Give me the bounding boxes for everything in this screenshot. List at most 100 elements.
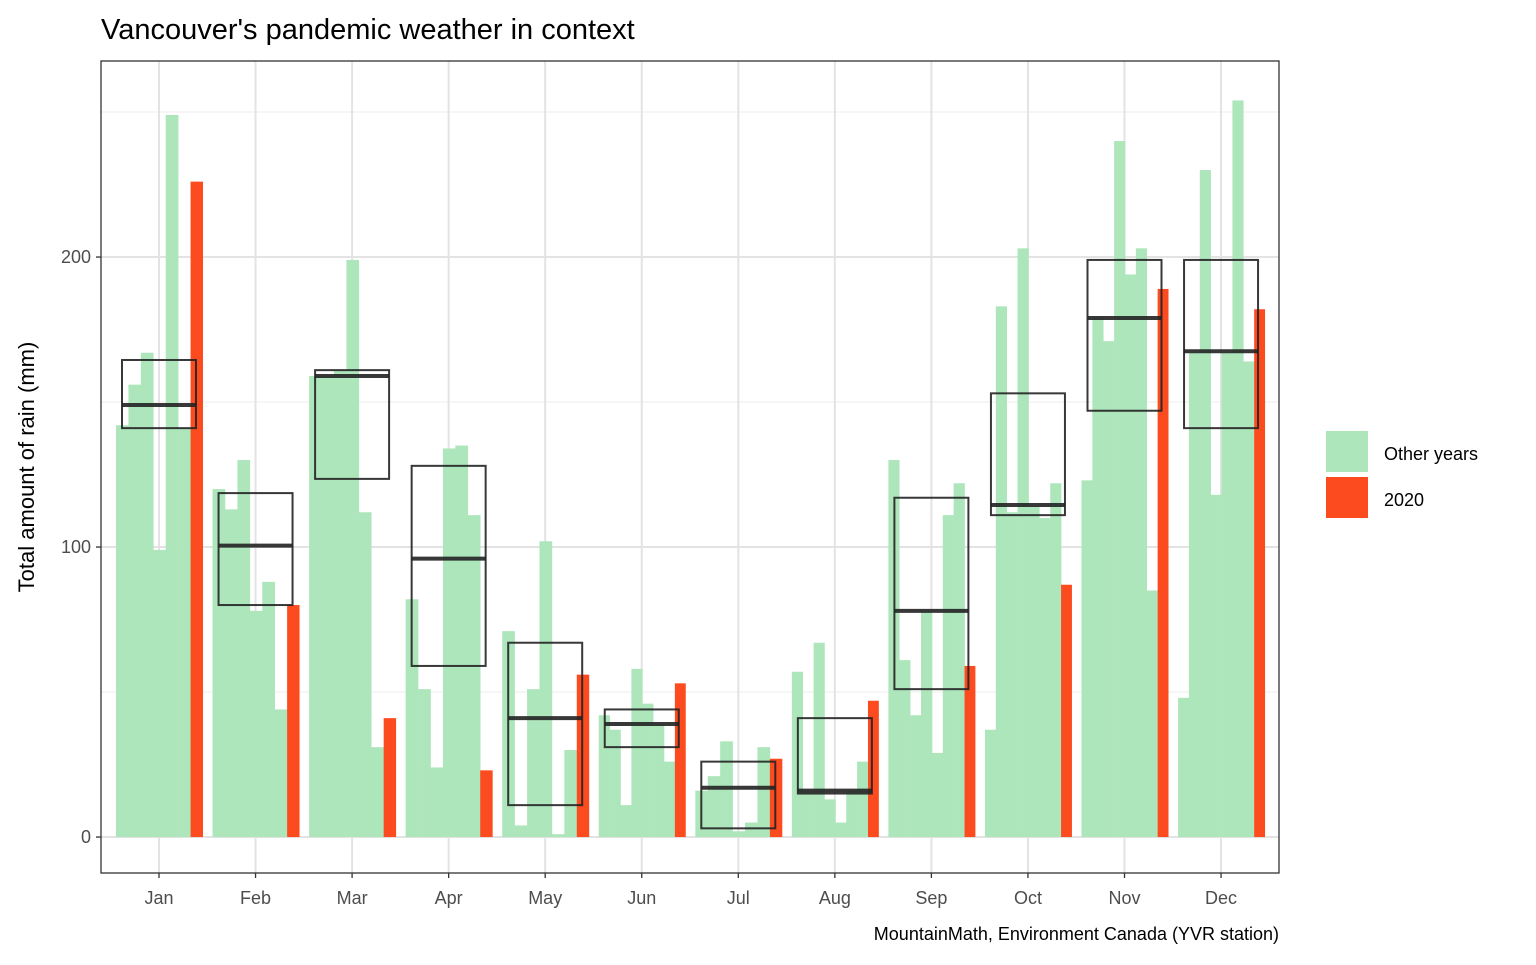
bar-other-year-feb (212, 489, 226, 838)
bar-other-year-may (539, 541, 553, 838)
bar-2020-mar (383, 718, 397, 838)
bar-2020-jun (674, 683, 686, 838)
bar-other-year-aug (802, 790, 814, 838)
bar-2020-nov (1157, 288, 1169, 838)
bar-other-year-apr (467, 515, 481, 838)
iqr-box-sep (893, 496, 970, 691)
bar-other-year-nov (1081, 480, 1093, 838)
iqr-box-oct (989, 392, 1066, 517)
iqr-box-mar (314, 369, 391, 480)
bar-2020-oct (1061, 584, 1072, 838)
bar-other-year-jan (140, 352, 154, 838)
bar-other-year-sep (942, 515, 954, 838)
bar-other-year-feb (249, 610, 263, 838)
bar-other-year-sep (910, 715, 922, 838)
x-tick-label: May (528, 888, 562, 908)
x-tick-label: Jan (144, 888, 173, 908)
bar-other-year-jun (642, 703, 654, 838)
bar-other-year-jan (165, 114, 179, 838)
y-axis-title: Total amount of rain (mm) (14, 342, 39, 593)
bar-other-year-jan (178, 428, 191, 838)
bar-2020-apr (480, 770, 493, 838)
bar-other-year-apr (442, 448, 456, 838)
bar-other-year-jun (664, 761, 676, 838)
bar-other-year-jun (653, 723, 665, 838)
bar-other-year-apr (418, 689, 431, 838)
bar-other-year-aug (835, 822, 847, 838)
bar-other-year-oct (1028, 506, 1040, 838)
y-tick-label: 100 (61, 537, 91, 557)
bar-other-year-jan (153, 549, 167, 838)
bar-other-year-jun (620, 805, 632, 838)
bar-other-year-aug (846, 790, 858, 838)
bar-other-year-dec (1243, 361, 1255, 838)
x-tick-label: Nov (1108, 888, 1140, 908)
chart-title: Vancouver's pandemic weather in context (101, 14, 635, 46)
y-tick-label: 200 (61, 247, 91, 267)
bar-other-year-sep (931, 752, 944, 838)
iqr-box-aug (796, 717, 873, 795)
chart-caption: MountainMath, Environment Canada (YVR st… (874, 924, 1279, 944)
legend-key-2020 (1326, 477, 1368, 518)
box-summaries (121, 258, 1260, 830)
x-tick-label: Jul (727, 888, 750, 908)
bar-other-year-oct (1039, 518, 1051, 838)
bar-other-year-oct (1017, 248, 1029, 838)
bar-other-year-aug (857, 761, 869, 838)
bar-other-year-jan (116, 425, 129, 838)
iqr-box-feb (217, 492, 294, 607)
bar-other-year-mar (358, 512, 372, 838)
x-tick-label: Aug (819, 888, 851, 908)
bar-other-year-nov (1125, 274, 1137, 838)
bars (116, 100, 1266, 838)
bar-2020-feb (287, 605, 300, 838)
y-tick-label: 0 (81, 827, 91, 847)
legend: Other years 2020 (1326, 431, 1478, 518)
bar-2020-jan (190, 181, 203, 838)
bar-2020-dec (1254, 309, 1266, 838)
bar-other-year-feb (262, 581, 275, 838)
iqr-box-jan (121, 358, 197, 430)
bar-other-year-feb (237, 460, 251, 838)
iqr-box-jul (700, 760, 777, 830)
iqr-box-nov (1086, 258, 1163, 412)
bar-other-year-nov (1114, 141, 1126, 838)
x-tick-label: Sep (915, 888, 947, 908)
iqr-box-dec (1183, 258, 1260, 430)
bar-other-year-apr (405, 599, 419, 838)
iqr-box-apr (410, 464, 487, 667)
bar-other-year-sep (953, 483, 965, 838)
bar-other-year-dec (1232, 100, 1244, 838)
bar-other-year-nov (1135, 248, 1148, 838)
iqr-box-may (507, 641, 584, 807)
bar-other-year-mar (371, 747, 384, 838)
y-axis: 0 100 200 (61, 247, 101, 847)
legend-label-2020: 2020 (1384, 490, 1424, 510)
bar-other-year-sep (899, 660, 911, 838)
bar-other-year-oct (1050, 483, 1062, 838)
iqr-box-jun (603, 708, 680, 749)
bar-other-year-nov (1103, 341, 1115, 838)
bar-other-year-may (527, 689, 540, 838)
legend-label-other-years: Other years (1384, 444, 1478, 464)
bar-other-year-jul (745, 822, 758, 838)
bar-other-year-oct (984, 729, 997, 838)
bar-other-year-apr (430, 767, 444, 838)
bar-other-year-dec (1178, 697, 1190, 838)
x-tick-label: Oct (1014, 888, 1042, 908)
bar-other-year-nov (1146, 590, 1158, 838)
bar-other-year-may (564, 750, 578, 838)
bar-other-year-dec (1210, 494, 1222, 838)
x-axis: Jan Feb Mar Apr May Jun Jul Aug Sep Oct Nov Dec (144, 873, 1237, 908)
bar-other-year-jun (598, 715, 610, 838)
bar-other-year-jan (128, 384, 142, 838)
bar-other-year-dec (1199, 170, 1211, 838)
bar-other-year-dec (1188, 352, 1201, 838)
x-tick-label: Dec (1205, 888, 1237, 908)
x-tick-label: Mar (337, 888, 368, 908)
bar-other-year-oct (995, 306, 1007, 838)
plot-panel-border (100, 60, 1280, 874)
bar-other-year-nov (1092, 317, 1104, 838)
bar-other-year-jul (707, 776, 721, 838)
